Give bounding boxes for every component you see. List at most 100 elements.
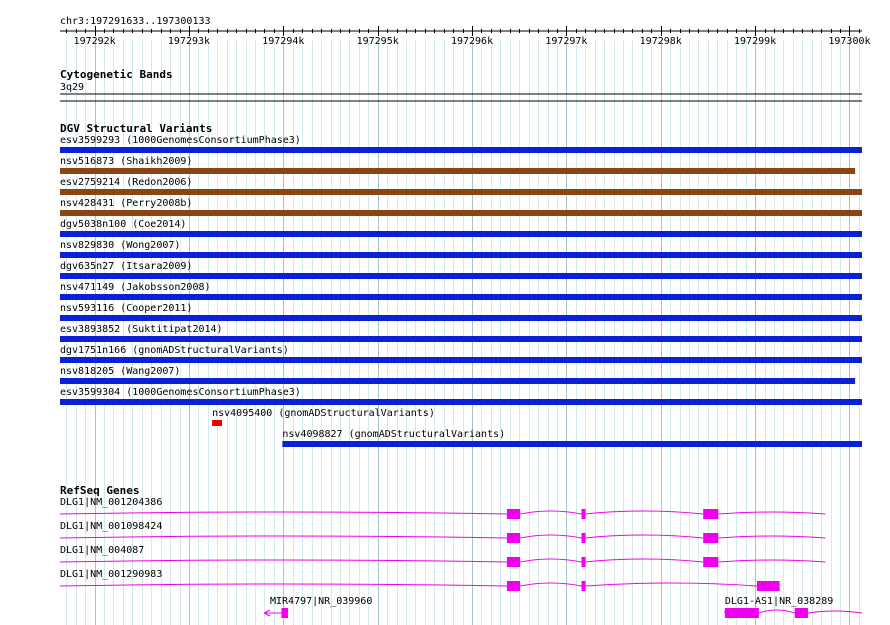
dgv-feature-label: esv2759214 (Redon2006) bbox=[60, 177, 192, 188]
dgv-feature-label: nsv829830 (Wong2007) bbox=[60, 240, 180, 251]
refseq-exon[interactable] bbox=[724, 608, 759, 618]
dgv-feature[interactable]: dgv5038n100 (Coe2014) bbox=[60, 219, 862, 237]
dgv-feature[interactable]: esv2759214 (Redon2006) bbox=[60, 177, 862, 195]
dgv-feature-label: nsv428431 (Perry2008b) bbox=[60, 198, 192, 209]
refseq-exon[interactable] bbox=[581, 533, 586, 543]
dgv-feature[interactable]: nsv4095400 (gnomADStructuralVariants) bbox=[212, 408, 435, 426]
dgv-feature-bar[interactable] bbox=[60, 399, 862, 405]
refseq-gene[interactable]: DLG1|NM_001204386 bbox=[59, 497, 826, 519]
dgv-feature-bar[interactable] bbox=[282, 441, 862, 447]
refseq-gene-label: DLG1|NM_001098424 bbox=[60, 521, 162, 532]
refseq-exon[interactable] bbox=[581, 581, 586, 591]
refseq-track-title: RefSeq Genes bbox=[60, 484, 139, 497]
ruler-tick-label: 197299k bbox=[734, 36, 776, 47]
dgv-feature[interactable]: esv3893852 (Suktitipat2014) bbox=[60, 324, 862, 342]
dgv-feature[interactable]: nsv829830 (Wong2007) bbox=[60, 240, 862, 258]
dgv-feature-bar[interactable] bbox=[60, 336, 862, 342]
refseq-exon[interactable] bbox=[506, 557, 521, 567]
dgv-feature-bar[interactable] bbox=[60, 147, 862, 153]
dgv-feature-label: esv3599293 (1000GenomesConsortiumPhase3) bbox=[60, 135, 301, 146]
cytoband-track-title: Cytogenetic Bands bbox=[60, 68, 173, 81]
refseq-gene[interactable]: DLG1|NM_001098424 bbox=[59, 521, 826, 543]
dgv-feature[interactable]: esv3599293 (1000GenomesConsortiumPhase3) bbox=[60, 135, 862, 153]
dgv-feature-bar[interactable] bbox=[60, 231, 862, 237]
refseq-intron-line bbox=[59, 582, 758, 587]
dgv-feature-label: nsv593116 (Cooper2011) bbox=[60, 303, 192, 314]
dgv-feature-label: esv3599304 (1000GenomesConsortiumPhase3) bbox=[60, 387, 301, 398]
dgv-feature-label: esv3893852 (Suktitipat2014) bbox=[60, 324, 223, 335]
dgv-feature-label: nsv818205 (Wang2007) bbox=[60, 366, 180, 377]
dgv-feature[interactable]: nsv471149 (Jakobsson2008) bbox=[60, 282, 862, 300]
refseq-gene[interactable]: DLG1|NM_004087 bbox=[59, 545, 826, 567]
ruler-tick-label: 197293k bbox=[168, 36, 210, 47]
refseq-exon[interactable] bbox=[703, 533, 719, 543]
refseq-exon[interactable] bbox=[703, 509, 719, 519]
dgv-feature-bar[interactable] bbox=[60, 378, 856, 384]
ruler-tick-label: 197296k bbox=[451, 36, 493, 47]
refseq-items: DLG1|NM_001204386 DLG1|NM_001098424 DLG1|N… bbox=[59, 497, 863, 618]
refseq-exon[interactable] bbox=[506, 533, 521, 543]
dgv-feature-bar[interactable] bbox=[212, 420, 223, 426]
dgv-feature-bar[interactable] bbox=[60, 273, 862, 279]
ruler-track: chr3:197291633..197300133 197292k 197293k… bbox=[60, 16, 871, 47]
refseq-intron-line bbox=[59, 534, 826, 539]
refseq-exon[interactable] bbox=[506, 581, 521, 591]
refseq-gene-label: DLG1|NM_001204386 bbox=[60, 497, 162, 508]
strand-arrow-icon bbox=[263, 609, 271, 617]
dgv-feature-bar[interactable] bbox=[60, 210, 862, 216]
refseq-gene-label: DLG1-AS1|NR_038289 bbox=[725, 596, 833, 607]
dgv-items: esv3599293 (1000GenomesConsortiumPhase3)… bbox=[60, 135, 862, 447]
dgv-feature[interactable]: esv3599304 (1000GenomesConsortiumPhase3) bbox=[60, 387, 862, 405]
refseq-gene-label: MIR4797|NR_039960 bbox=[270, 596, 372, 607]
dgv-feature[interactable]: nsv818205 (Wang2007) bbox=[60, 366, 856, 384]
dgv-feature-label: nsv4095400 (gnomADStructuralVariants) bbox=[212, 408, 435, 419]
dgv-feature[interactable]: nsv428431 (Perry2008b) bbox=[60, 198, 862, 216]
refseq-gene-label: DLG1|NM_004087 bbox=[60, 545, 144, 556]
location-label: chr3:197291633..197300133 bbox=[60, 16, 211, 27]
dgv-feature-bar[interactable] bbox=[60, 189, 862, 195]
ruler-tick-label: 197298k bbox=[640, 36, 682, 47]
refseq-exon[interactable] bbox=[581, 509, 586, 519]
dgv-feature[interactable]: dgv1751n166 (gnomADStructuralVariants) bbox=[60, 345, 862, 363]
refseq-intron-line bbox=[59, 558, 826, 563]
refseq-gene-label: DLG1|NM_001290983 bbox=[60, 569, 162, 580]
dgv-feature-label: dgv1751n166 (gnomADStructuralVariants) bbox=[60, 345, 289, 356]
dgv-feature-label: nsv471149 (Jakobsson2008) bbox=[60, 282, 211, 293]
refseq-exon[interactable] bbox=[756, 581, 780, 591]
dgv-feature-label: nsv516873 (Shaikh2009) bbox=[60, 156, 192, 167]
refseq-track: RefSeq Genes DLG1|NM_001204386DLG1|NM_00… bbox=[59, 484, 863, 618]
dgv-feature[interactable]: nsv516873 (Shaikh2009) bbox=[60, 156, 856, 174]
dgv-feature-bar[interactable] bbox=[60, 294, 862, 300]
refseq-exon[interactable] bbox=[281, 608, 289, 618]
ruler-tick-label: 197297k bbox=[545, 36, 587, 47]
dgv-feature-bar[interactable] bbox=[60, 357, 862, 363]
refseq-exon[interactable] bbox=[581, 557, 586, 567]
ruler-ticks: 197292k 197293k 197294k 197295k 197296k 19729… bbox=[66, 26, 871, 47]
cytoband-label: 3q29 bbox=[60, 82, 84, 93]
ruler-tick-label: 197292k bbox=[74, 36, 116, 47]
refseq-gene[interactable]: DLG1-AS1|NR_038289 bbox=[724, 596, 863, 618]
refseq-exon[interactable] bbox=[506, 509, 521, 519]
refseq-gene[interactable]: MIR4797|NR_039960 bbox=[263, 596, 372, 618]
refseq-gene[interactable]: DLG1|NM_001290983 bbox=[59, 569, 780, 591]
cytoband-track: Cytogenetic Bands 3q29 bbox=[60, 68, 862, 102]
dgv-feature-label: nsv4098827 (gnomADStructuralVariants) bbox=[282, 429, 505, 440]
dgv-feature-label: dgv635n27 (Itsara2009) bbox=[60, 261, 192, 272]
dgv-feature-bar[interactable] bbox=[60, 252, 862, 258]
refseq-intron-line bbox=[724, 609, 863, 614]
dgv-feature[interactable]: nsv593116 (Cooper2011) bbox=[60, 303, 862, 321]
ruler-tick-label: 197294k bbox=[262, 36, 304, 47]
dgv-feature-bar[interactable] bbox=[60, 315, 862, 321]
refseq-intron-line bbox=[59, 510, 826, 515]
dgv-track: DGV Structural Variants esv3599293 (1000… bbox=[60, 122, 862, 447]
ruler-tick-label: 197300k bbox=[828, 36, 870, 47]
dgv-track-title: DGV Structural Variants bbox=[60, 122, 212, 135]
dgv-feature[interactable]: nsv4098827 (gnomADStructuralVariants) bbox=[282, 429, 862, 447]
refseq-exon[interactable] bbox=[703, 557, 719, 567]
dgv-feature[interactable]: dgv635n27 (Itsara2009) bbox=[60, 261, 862, 279]
dgv-feature-bar[interactable] bbox=[60, 168, 856, 174]
dgv-feature-label: dgv5038n100 (Coe2014) bbox=[60, 219, 186, 230]
background-grid bbox=[66, 40, 860, 625]
refseq-exon[interactable] bbox=[794, 608, 808, 618]
